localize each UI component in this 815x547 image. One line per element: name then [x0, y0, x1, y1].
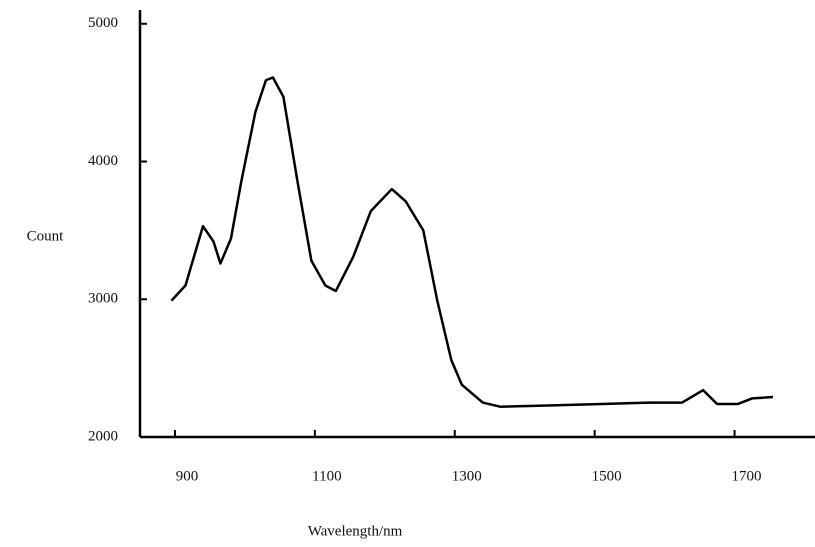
y-tick-label: 2000 [88, 428, 118, 444]
x-tick-label: 1100 [312, 468, 341, 484]
x-tick-label: 900 [176, 468, 199, 484]
y-tick-label: 3000 [88, 291, 118, 307]
x-tick-label: 1500 [592, 468, 622, 484]
data-line [170, 76, 774, 408]
x-tick-label: 1700 [732, 468, 762, 484]
y-tick-label: 5000 [88, 15, 118, 31]
x-axis-label: Wavelength/nm [308, 523, 403, 539]
x-tick-label: 1300 [452, 468, 482, 484]
y-axis-label: Count [27, 228, 65, 244]
y-tick-label: 4000 [88, 153, 118, 169]
